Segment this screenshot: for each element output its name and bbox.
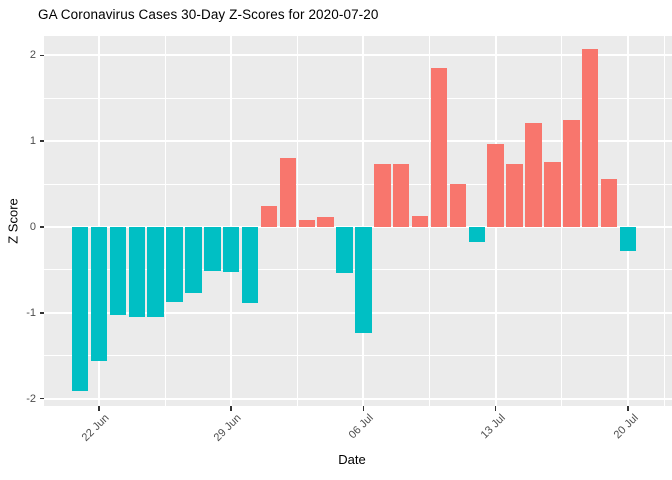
gridline-major [98,36,100,406]
gridline-major [230,36,233,406]
gridline-minor [429,36,431,406]
y-tick-mark [39,312,44,314]
bar [260,205,278,227]
bar [581,49,599,227]
bar [204,227,221,271]
bar [563,119,580,227]
gridline-minor [164,36,166,406]
bar [241,227,259,303]
bar [430,68,448,227]
bar [392,163,410,227]
bar [222,227,240,272]
x-tick-mark [362,406,365,411]
bar [166,227,183,302]
bar [600,178,618,227]
bar [109,227,127,315]
bar [506,164,523,227]
bar [374,164,391,227]
x-tick-mark [98,406,100,411]
gridline-major [626,36,629,406]
bar [317,216,334,227]
y-tick-label: 1 [29,135,36,148]
bar [71,227,89,391]
x-tick-mark [627,406,629,411]
x-tick-label: 06 Jul [346,412,376,442]
y-tick-label: 0 [29,221,36,233]
y-tick-label: -1 [26,306,36,319]
bar [336,227,353,274]
plot-panel [44,36,672,406]
y-tick-mark [39,54,44,57]
y-tick-mark [39,226,44,228]
y-tick-label: 2 [29,49,36,62]
x-tick-label: 13 Jul [478,412,509,442]
y-tick-label: -2 [26,392,36,405]
y-tick-mark [39,397,44,400]
x-tick-mark [230,406,232,411]
bar [487,143,504,227]
chart-title: GA Coronavirus Cases 30-Day Z-Scores for… [38,7,379,22]
bar [90,227,108,361]
bar [185,227,202,294]
gridline-minor [561,36,563,406]
x-axis-title: Date [338,452,366,467]
gridline-minor [296,36,298,406]
bar [449,184,467,227]
x-tick-mark [494,406,497,411]
bar [468,227,486,243]
bar [147,227,164,318]
gridline-minor [44,97,672,99]
bar [411,215,429,227]
gridline-minor [44,355,672,357]
bar [544,161,561,227]
gridline-major [44,54,672,57]
bar [128,227,146,318]
bar [619,227,637,252]
bar [298,220,316,227]
bar [525,123,542,227]
y-axis-title: Z Score [5,198,21,244]
y-tick-mark [39,140,44,142]
bar [279,158,297,227]
gridline-minor [663,36,665,406]
x-tick-label: 29 Jun [211,412,244,444]
gridline-major [44,397,672,400]
gridline-major [44,140,672,143]
gridline-major [362,36,365,406]
bar [355,227,372,333]
x-tick-label: 20 Jul [611,412,641,442]
x-tick-label: 22 Jun [79,412,112,444]
gridline-minor [44,183,672,185]
